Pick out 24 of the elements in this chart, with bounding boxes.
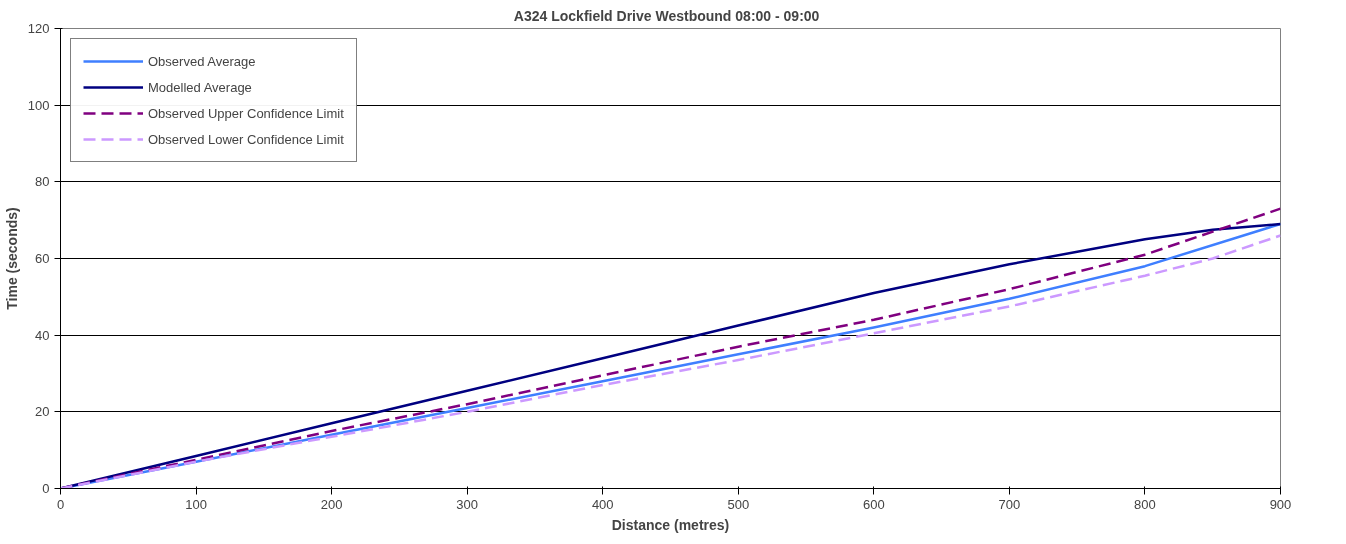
x-tick-label: 700 (998, 496, 1021, 512)
x-tick-label: 800 (1134, 496, 1156, 512)
y-tick-label: 100 (27, 97, 50, 113)
y-tick-label: 20 (35, 404, 50, 420)
x-tick-label: 200 (320, 496, 343, 512)
chart-title: A324 Lockfield Drive Westbound 08:00 - 09:00 (513, 7, 820, 24)
x-axis-title: Distance (metres) (611, 516, 730, 533)
y-tick-label: 60 (35, 251, 50, 266)
x-tick-label: 600 (862, 496, 885, 512)
x-tick-label: 300 (456, 496, 479, 512)
y-tick-label: 80 (35, 174, 50, 190)
legend-label: Observed Upper Confidence Limit (148, 105, 344, 121)
legend-label: Modelled Average (148, 79, 252, 95)
y-tick-label: 0 (42, 481, 50, 496)
x-tick-label: 500 (727, 496, 750, 512)
legend-label: Observed Lower Confidence Limit (148, 131, 344, 147)
y-tick-label: 120 (27, 21, 50, 36)
x-tick-label: 0 (56, 496, 65, 512)
x-tick-label: 400 (591, 496, 614, 512)
x-tick-label: 100 (185, 496, 207, 512)
y-tick-label: 40 (35, 327, 50, 343)
legend-label: Observed Average (148, 53, 256, 69)
x-tick-label: 900 (1269, 496, 1292, 512)
y-axis-title: Time (seconds) (3, 207, 20, 310)
